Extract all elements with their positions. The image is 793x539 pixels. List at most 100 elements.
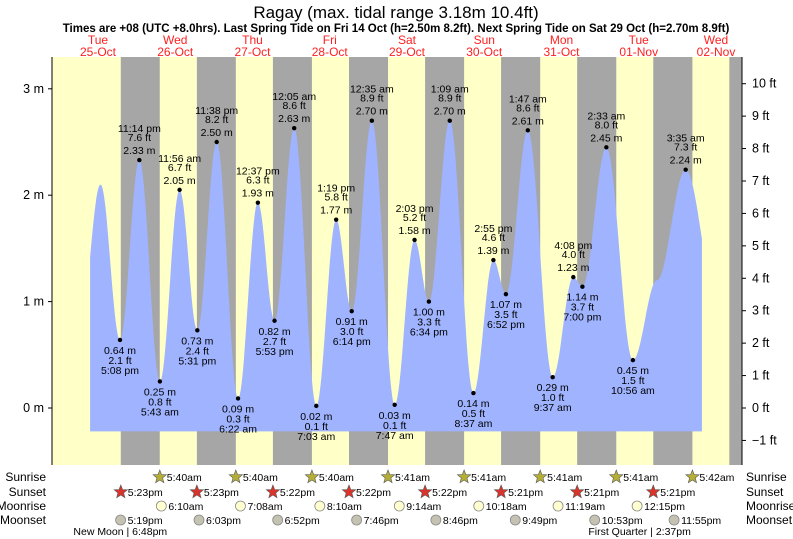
moonrise-moon-icon (552, 500, 564, 512)
day-date: 30-Oct (466, 45, 503, 59)
tide-height-ft: 0.5 ft (462, 408, 485, 420)
moonset-time: 6:03pm (206, 515, 241, 527)
sunrise-time: 5:40am (243, 472, 278, 484)
day-of-week: Thu (242, 33, 263, 47)
sunrise-star-icon (684, 469, 700, 484)
moonset-moon-icon (115, 514, 127, 526)
tide-height-m: 2.61 m (512, 115, 544, 127)
tide-height-m: 0.02 m (300, 411, 332, 423)
tide-time: 7:47 am (376, 430, 414, 442)
moonrise-row-label: Moonrise (0, 499, 46, 513)
tide-time: 4:08 pm (554, 240, 592, 252)
sunset-time: 5:21pm (508, 487, 543, 499)
tide-height-m: 1.93 m (242, 188, 274, 200)
sunrise-star-icon (152, 469, 168, 484)
moonset-moon-icon (272, 514, 284, 526)
tide-height-ft: 4.6 ft (482, 232, 505, 244)
tide-height-ft: 7.6 ft (128, 132, 151, 144)
tide-time: 2:55 pm (474, 223, 512, 235)
moonset-time: 5:19pm (128, 515, 163, 527)
high-tide-point (369, 118, 375, 123)
tide-height-m: 0.45 m (617, 365, 649, 377)
tide-time: 1:19 pm (317, 183, 355, 195)
sunset-star-icon (569, 484, 585, 499)
sunrise-row-label: Sunrise (5, 470, 46, 484)
tide-height-ft: 8.6 ft (516, 102, 539, 114)
high-tide-point (291, 125, 297, 131)
tide-time: 12:37 pm (236, 166, 280, 178)
tide-height-m: 1.14 m (566, 292, 598, 304)
tide-height-ft: 8.6 ft (283, 100, 306, 112)
right-tick-label: 4 ft (752, 271, 770, 285)
tide-height-m: 1.00 m (413, 307, 445, 319)
tide-time: 6:22 am (219, 423, 257, 435)
tide-height-ft: 8.2 ft (205, 114, 228, 126)
day-date: 26-Oct (157, 45, 194, 59)
moonrise-time: 6:10am (168, 501, 203, 513)
tide-height-ft: 3.0 ft (340, 326, 363, 338)
right-tick-label: 1 ft (752, 369, 770, 383)
low-tide-point (157, 379, 163, 384)
moonset-moon-icon (509, 514, 521, 526)
right-tick-label: 0 ft (752, 401, 770, 415)
day-of-week: Mon (550, 33, 573, 47)
high-tide-point (491, 257, 496, 263)
moonrise-moon-icon (393, 500, 405, 512)
sunset-row-label: Sunset (9, 485, 47, 499)
moonrise-moon-icon (155, 500, 167, 512)
chart-subtitle: Times are +08 (UTC +8.0hrs). Last Spring… (63, 23, 730, 35)
tide-height-m: 1.07 m (490, 299, 522, 311)
moon-phase: First Quarter | 2:37pm (588, 526, 691, 538)
right-tick-label: 3 ft (752, 304, 770, 318)
moonset-time: 9:49pm (522, 515, 557, 527)
sunset-time: 5:21pm (584, 487, 619, 499)
moon-phase: New Moon | 6:48pm (73, 526, 167, 538)
tide-time: 5:08 pm (101, 365, 139, 377)
high-tide-point (333, 217, 339, 222)
tide-height-ft: 1.0 ft (541, 392, 564, 404)
moonrise-time: 8:10am (327, 501, 362, 513)
tide-time: 12:05 am (272, 91, 316, 103)
sunset-time: 5:22pm (280, 487, 315, 499)
tide-height-m: 0.03 m (379, 410, 411, 422)
tide-height-ft: 2.7 ft (263, 336, 286, 348)
tide-time: 7:03 am (297, 431, 335, 443)
tide-time: 6:34 pm (410, 327, 448, 339)
tide-height-ft: 7.3 ft (674, 142, 697, 154)
night-band (729, 57, 742, 465)
high-tide-point (177, 187, 182, 193)
low-tide-point (630, 357, 636, 363)
tide-time: 11:56 am (158, 153, 201, 165)
moonrise-time: 10:18am (486, 501, 527, 513)
tide-height-m: 2.24 m (670, 155, 702, 167)
moonset-moon-icon (351, 514, 363, 526)
low-tide-point (117, 337, 123, 343)
sunrise-time: 5:40am (167, 472, 202, 484)
tide-time: 5:43 am (141, 406, 179, 418)
right-tick-label: 9 ft (752, 109, 770, 123)
tide-height-ft: 8.0 ft (595, 119, 618, 131)
low-tide-point (580, 284, 585, 289)
sunrise-star-icon (380, 469, 396, 484)
high-tide-point (412, 237, 417, 243)
high-tide-point (447, 118, 452, 123)
tide-height-ft: 8.9 ft (360, 93, 383, 105)
left-tick-label: 1 m (23, 295, 44, 309)
sunset-star-icon (417, 484, 433, 499)
day-date: 29-Oct (389, 45, 426, 59)
sunset-star-icon (265, 484, 281, 499)
high-tide-point (214, 139, 219, 145)
day-of-week: Wed (163, 33, 187, 47)
tide-height-m: 2.70 m (356, 106, 388, 118)
tide-height-ft: 1.5 ft (621, 375, 644, 387)
tide-height-ft: 3.5 ft (494, 309, 517, 321)
right-tick-label: 8 ft (752, 142, 770, 156)
low-tide-point (349, 308, 354, 314)
moonrise-time: 11:19am (565, 501, 605, 513)
tide-time: 12:35 am (350, 84, 394, 96)
tide-height-m: 0.73 m (181, 335, 213, 347)
day-of-week: Tue (88, 33, 109, 47)
tide-height-ft: 6.7 ft (168, 162, 191, 174)
high-tide-point (604, 145, 609, 150)
